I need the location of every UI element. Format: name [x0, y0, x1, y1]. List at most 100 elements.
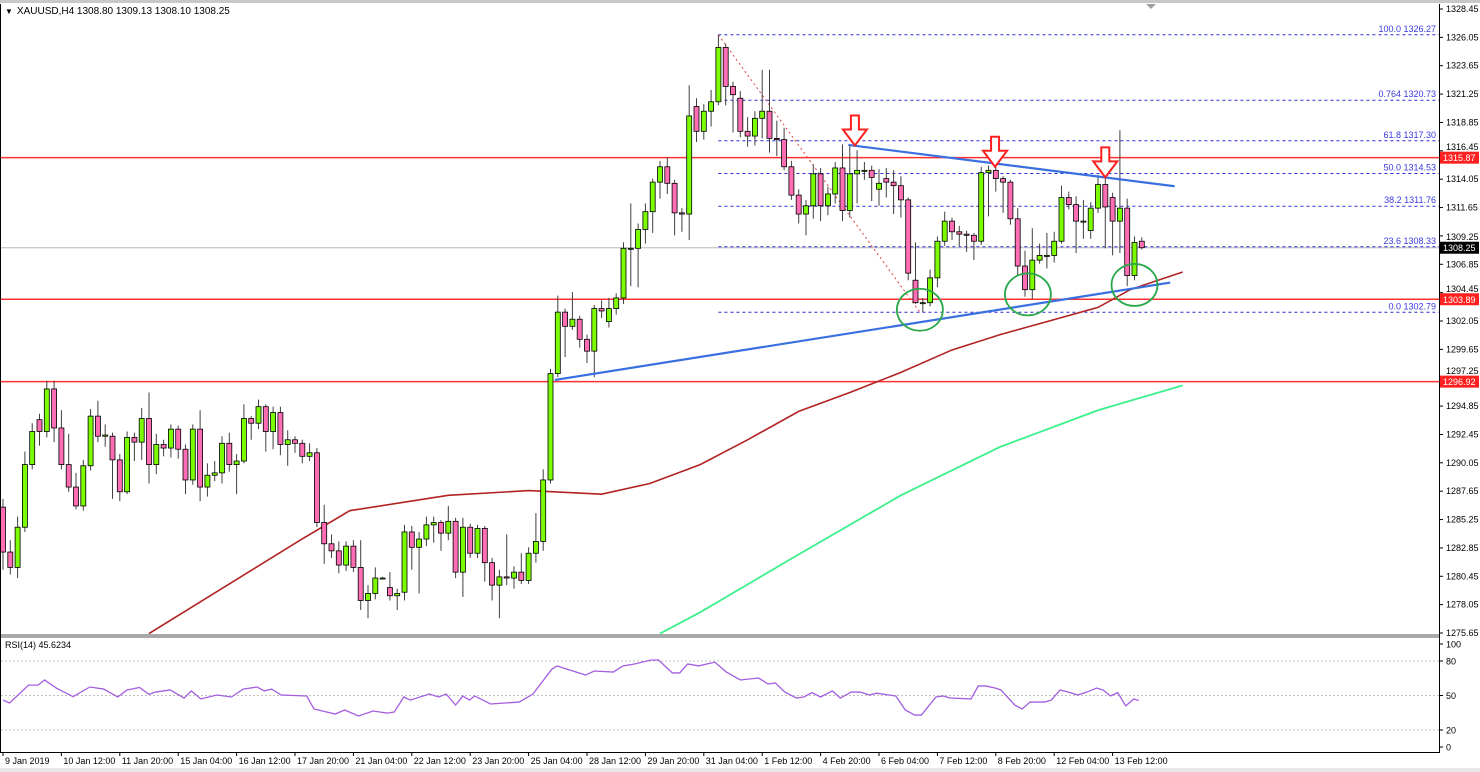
bear-candle-body	[292, 439, 298, 444]
candle	[7, 540, 14, 575]
bear-candle-body	[386, 587, 393, 597]
window-top-border	[0, 0, 1480, 3]
candle	[883, 167, 890, 198]
bull-candle-body	[496, 576, 503, 586]
bull-candle-body	[1058, 197, 1065, 242]
bear-candle-body	[868, 169, 875, 178]
candle	[839, 144, 846, 222]
price-tick-label: 1323.65	[1446, 61, 1479, 71]
bear-candle-body	[175, 428, 182, 450]
candle	[226, 432, 233, 472]
time-tick-label: 25 Jan 04:00	[531, 756, 583, 766]
candle	[452, 517, 459, 579]
time-tick-label: 1 Feb 12:00	[764, 756, 812, 766]
candle	[51, 380, 57, 443]
candle	[1102, 177, 1109, 249]
fib-level-label: 0.764 1320.73	[1378, 89, 1436, 99]
bull-candle-body	[540, 479, 547, 542]
bear-candle-body	[131, 437, 138, 443]
price-tick-label: 1302.05	[1446, 316, 1479, 326]
time-tick-label: 16 Jan 12:00	[239, 756, 291, 766]
price-tick-label: 1306.85	[1446, 259, 1479, 269]
candle	[379, 576, 386, 580]
candle	[1080, 199, 1087, 239]
bull-candle-body	[138, 418, 145, 443]
chart-shift-icon	[1146, 4, 1156, 9]
candle	[868, 165, 875, 202]
bear-candle-body	[1138, 240, 1145, 249]
candle	[598, 300, 605, 319]
bear-candle-body	[1124, 207, 1131, 276]
time-tick-label: 12 Feb 04:00	[1056, 756, 1109, 766]
bull-candle-body	[525, 552, 532, 581]
bull-candle-body	[474, 528, 481, 554]
candle	[1014, 208, 1021, 276]
candle	[956, 225, 963, 246]
candle	[489, 557, 496, 601]
bull-candle-body	[372, 577, 379, 594]
bear-candle-body	[817, 173, 824, 207]
bull-candle-body	[189, 428, 196, 481]
chart-title: ▼ XAUUSD,H4 1308.80 1309.13 1308.10 1308…	[5, 6, 230, 17]
bear-candle-body	[584, 338, 590, 352]
candle	[664, 157, 671, 194]
panel-separator	[0, 634, 1439, 638]
candle	[284, 430, 291, 466]
bear-candle-body	[65, 464, 72, 488]
bull-candle-body	[854, 169, 860, 175]
bull-candle-body	[416, 538, 423, 548]
candle	[671, 179, 678, 236]
candle	[95, 400, 101, 443]
bull-candle-body	[211, 472, 218, 476]
candle	[854, 150, 860, 204]
fib-trend-line	[717, 34, 921, 313]
bear-candle-body	[912, 279, 919, 304]
candle	[1058, 185, 1065, 244]
candle	[985, 165, 992, 217]
bear-candle-body	[335, 550, 342, 566]
bull-candle-body	[1080, 220, 1087, 223]
candle	[270, 406, 277, 450]
price-tick-label: 1294.85	[1446, 401, 1479, 411]
bear-candle-body	[1007, 181, 1014, 220]
bear-candle-body	[116, 459, 123, 493]
bear-candle-body	[730, 86, 736, 96]
bear-candle-body	[788, 166, 795, 196]
candle	[350, 540, 357, 573]
bull-candle-body	[978, 172, 985, 242]
bear-candle-body	[109, 435, 116, 461]
candle	[773, 120, 780, 157]
candle	[335, 541, 342, 574]
candle	[131, 432, 138, 462]
bear-candle-body	[1014, 218, 1021, 267]
bull-candle-body	[124, 437, 130, 493]
candle	[518, 553, 525, 584]
candle	[1044, 232, 1050, 269]
candle	[752, 111, 758, 146]
bear-candle-body	[36, 419, 43, 432]
candle	[890, 170, 897, 215]
candle	[766, 69, 773, 153]
bull-candle-body	[620, 247, 627, 299]
bull-candle-body	[21, 464, 28, 528]
triangle-down-icon[interactable]: ▼	[5, 7, 13, 16]
candle	[197, 410, 204, 502]
bear-candle-body	[1000, 178, 1006, 183]
candle	[43, 380, 50, 438]
price-tick-label: 1292.45	[1446, 429, 1479, 439]
fib-level-label: 38.2 1311.76	[1384, 195, 1436, 205]
candle	[533, 513, 539, 563]
moving-average-slow	[659, 384, 1183, 634]
bear-candle-body	[1, 506, 6, 553]
candle	[416, 531, 423, 594]
bear-candle-body	[489, 562, 496, 586]
bear-candle-body	[1022, 265, 1028, 291]
candle	[357, 540, 364, 610]
candle	[262, 404, 269, 452]
bear-candle-body	[671, 182, 678, 214]
candle	[167, 424, 174, 458]
status-strip	[0, 768, 1480, 772]
bear-candle-body	[467, 526, 474, 554]
bull-candle-body	[394, 593, 401, 597]
